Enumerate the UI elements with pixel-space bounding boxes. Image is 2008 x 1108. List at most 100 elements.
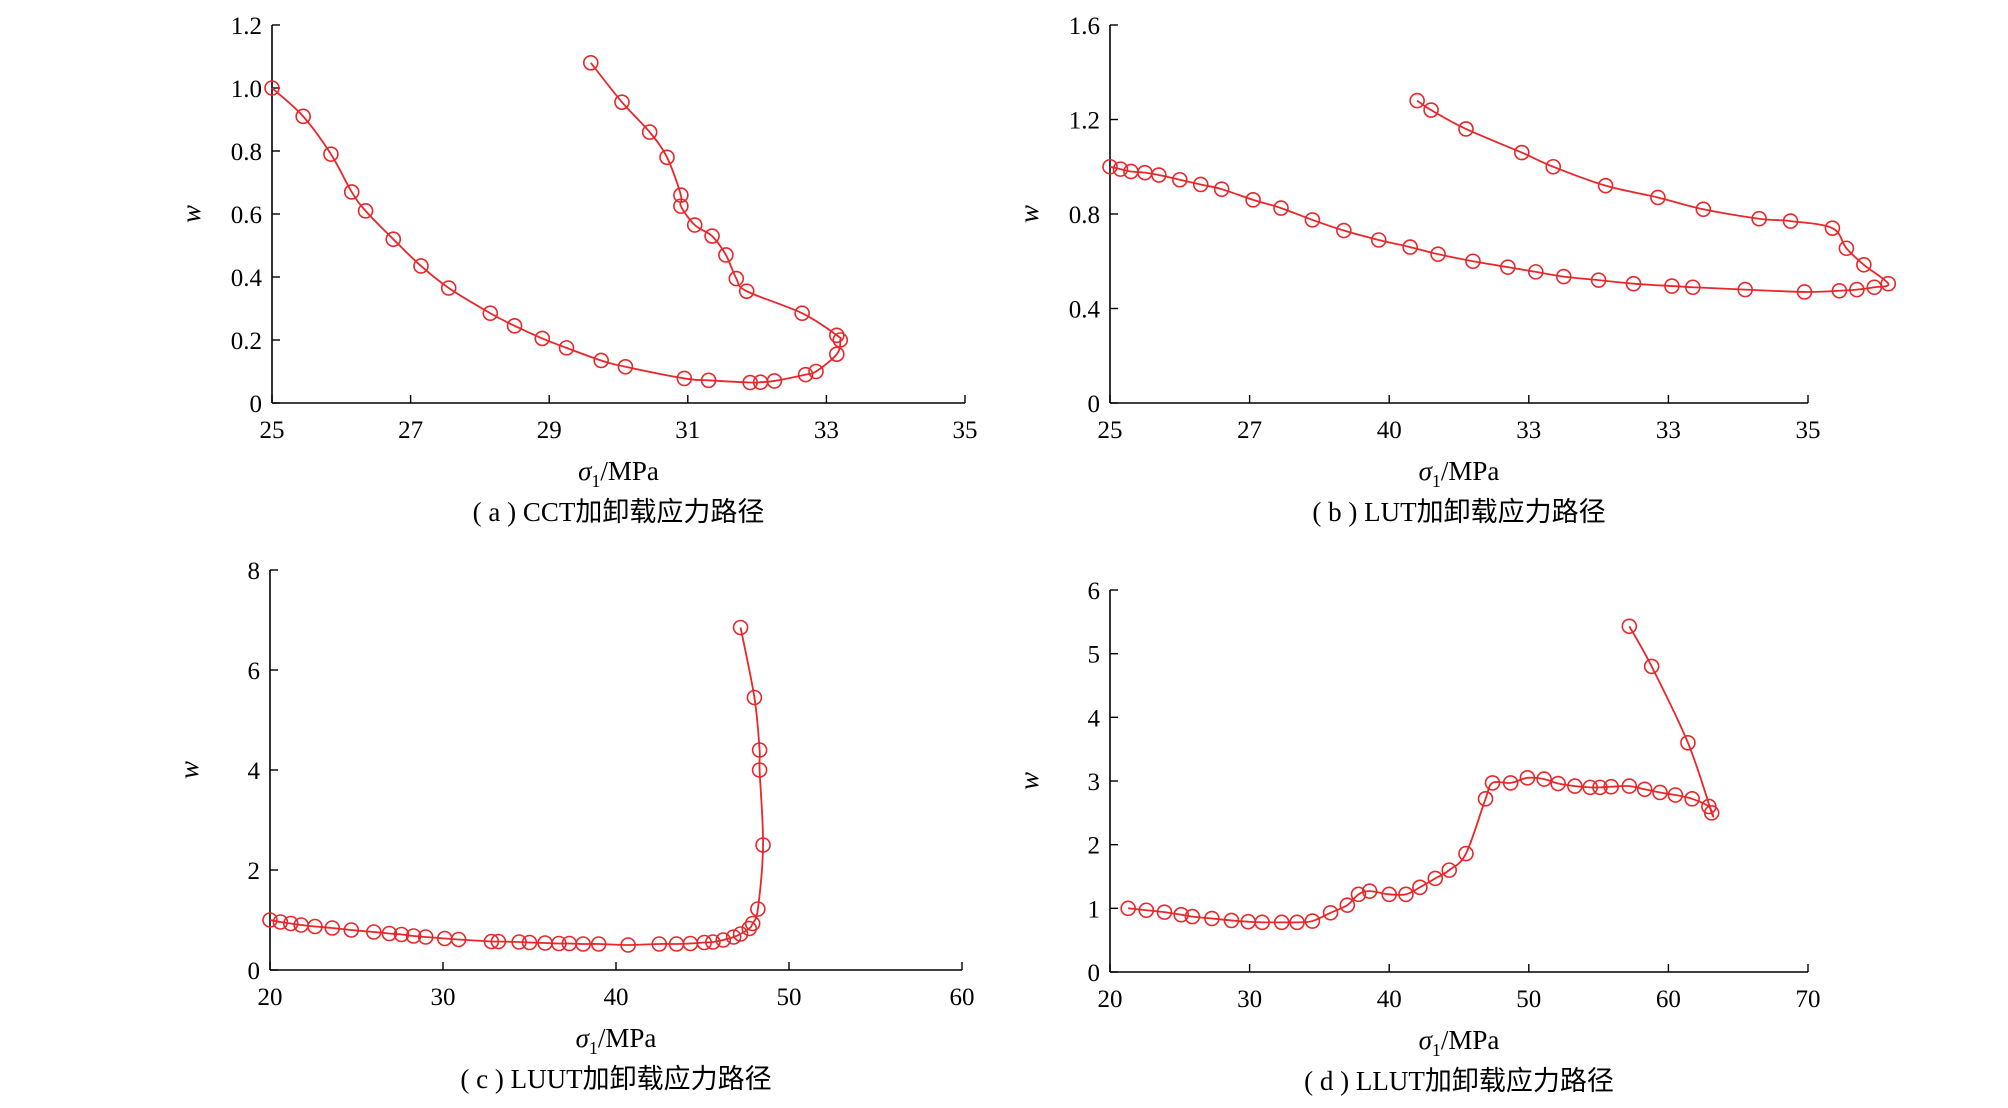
data-point	[551, 935, 567, 952]
y-tick-label: 2	[248, 858, 261, 885]
data-point	[450, 931, 467, 948]
data-point	[1838, 240, 1855, 257]
data-point	[828, 346, 845, 362]
data-point	[1192, 176, 1209, 193]
data-point	[718, 247, 734, 263]
chart-panel-d: 20 30 40 50 60 70 0 1 2 3 4 5 6 σ1/MPa w ( d ) LLUT加卸载应…	[1014, 578, 1821, 1096]
chart-caption: ( c ) LUUT加卸载应力路径	[460, 1064, 771, 1094]
data-point	[1502, 775, 1519, 791]
x-tick-label: 70	[1796, 986, 1821, 1013]
data-point	[483, 933, 500, 950]
x-tick-label: 33	[1656, 417, 1681, 444]
data-point	[751, 762, 768, 778]
x-tick-label: 50	[1516, 986, 1541, 1013]
data-point	[1621, 618, 1638, 635]
data-point	[413, 258, 429, 274]
data-point	[1550, 775, 1566, 792]
data-point	[1398, 886, 1414, 903]
data-point	[738, 283, 755, 299]
data-point	[405, 928, 422, 944]
data-point	[511, 934, 527, 950]
data-point	[357, 203, 374, 219]
data-point	[1112, 161, 1129, 177]
data-point	[1409, 92, 1425, 109]
chart-panel-a: 25 27 29 31 33 35 0 0.2 0.4 0.6 0.8 1.0 1.2 σ1/MPa w ( …	[176, 13, 978, 527]
x-tick-label: 33	[1516, 417, 1541, 444]
data-point	[1796, 284, 1813, 300]
data-point	[696, 934, 713, 951]
data-point	[1590, 272, 1607, 288]
x-tick-label: 29	[537, 417, 562, 444]
data-point	[744, 915, 761, 932]
data-point	[686, 217, 703, 233]
y-axis-label: w	[1014, 772, 1044, 790]
data-point	[1245, 192, 1261, 208]
y-tick-label: 1.6	[1069, 13, 1100, 40]
data-point	[1684, 791, 1700, 807]
data-point	[704, 228, 720, 244]
data-point	[307, 918, 323, 935]
data-point	[766, 373, 783, 389]
data-point	[1423, 102, 1439, 118]
data-point	[1402, 239, 1418, 255]
y-axis-label: w	[176, 205, 206, 223]
data-point	[534, 330, 551, 347]
y-tick-label: 8	[248, 558, 261, 585]
data-point	[1500, 259, 1516, 275]
data-point	[1519, 770, 1536, 786]
data-point	[593, 352, 609, 369]
x-tick-label: 30	[1237, 986, 1262, 1013]
data-point	[1184, 908, 1201, 925]
data-point	[1254, 914, 1270, 931]
data-point	[1849, 281, 1865, 298]
y-tick-label: 6	[1088, 578, 1101, 605]
data-point	[1427, 870, 1444, 887]
x-tick-label: 20	[258, 984, 283, 1011]
data-point	[1751, 210, 1767, 227]
data-point	[1204, 910, 1220, 927]
data-point	[1737, 281, 1753, 298]
data-point	[1430, 246, 1446, 262]
data-point	[742, 374, 758, 391]
y-tick-label: 0.2	[231, 328, 262, 355]
x-tick-label: 30	[431, 984, 456, 1011]
data-point	[1625, 275, 1642, 292]
data-point	[651, 936, 668, 952]
series-line	[1128, 625, 1715, 924]
data-point	[673, 198, 689, 214]
data-point	[1273, 200, 1289, 216]
x-tick-label: 27	[1237, 417, 1262, 444]
data-point	[1621, 778, 1638, 794]
y-tick-label: 0	[250, 391, 263, 418]
data-point	[1458, 845, 1474, 862]
data-point	[264, 80, 280, 96]
x-tick-label: 31	[675, 417, 700, 444]
chart-panel-c: 20 30 40 50 60 0 2 4 6 8 σ1/MPa w ( c ) LUUT加卸载应力路径	[174, 558, 975, 1094]
data-point	[1545, 158, 1562, 175]
data-point	[1880, 275, 1897, 292]
x-tick-label: 50	[777, 984, 802, 1011]
data-point	[1555, 268, 1572, 285]
x-tick-label: 60	[950, 984, 975, 1011]
data-point	[750, 901, 766, 917]
data-point	[676, 370, 693, 387]
data-point	[614, 94, 630, 110]
y-tick-label: 1.2	[1069, 108, 1100, 135]
data-point	[1120, 900, 1136, 917]
y-tick-label: 0.4	[231, 265, 263, 292]
data-point	[641, 124, 658, 140]
y-tick-label: 2	[1088, 833, 1101, 860]
y-tick-label: 0.8	[231, 139, 262, 166]
data-point	[797, 366, 814, 383]
data-point	[1664, 278, 1680, 294]
data-point	[1381, 886, 1397, 903]
data-point	[1339, 897, 1356, 913]
data-point	[417, 929, 434, 945]
data-point	[746, 689, 763, 706]
data-point	[393, 926, 410, 943]
data-point	[558, 340, 575, 356]
data-point	[1856, 256, 1872, 273]
data-point	[262, 912, 278, 928]
